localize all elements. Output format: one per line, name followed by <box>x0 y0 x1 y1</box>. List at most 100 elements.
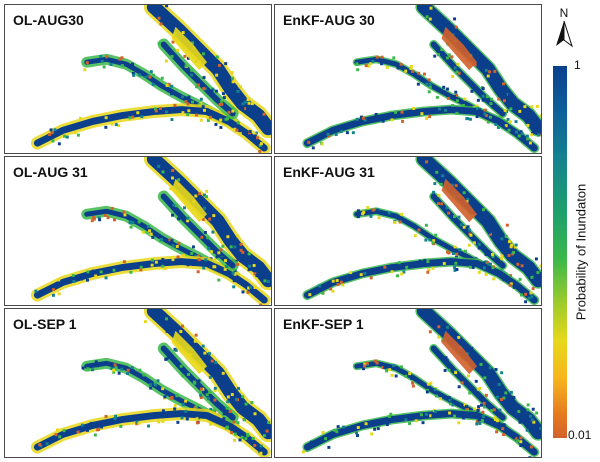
probability-pixel <box>233 245 237 249</box>
probability-pixel <box>461 103 465 107</box>
probability-pixel <box>211 87 215 91</box>
probability-pixel <box>487 262 491 266</box>
probability-pixel <box>247 286 251 290</box>
probability-pixel <box>539 264 541 268</box>
probability-pixel <box>439 17 443 21</box>
probability-pixel <box>266 280 270 283</box>
probability-pixel <box>161 419 165 423</box>
probability-pixel <box>480 419 484 422</box>
probability-pixel <box>495 419 499 423</box>
probability-pixel <box>518 277 522 281</box>
probability-pixel <box>400 272 404 276</box>
probability-pixel <box>400 212 404 216</box>
probability-pixel <box>236 421 240 425</box>
probability-pixel <box>260 126 264 130</box>
panel-title: OL-AUG30 <box>13 12 84 28</box>
probability-pixel <box>345 131 349 135</box>
probability-pixel <box>516 107 520 111</box>
probability-pixel <box>248 264 252 268</box>
probability-pixel <box>118 57 122 61</box>
probability-pixel <box>329 287 333 291</box>
probability-pixel <box>72 279 76 283</box>
probability-pixel <box>142 373 146 377</box>
probability-pixel <box>233 90 237 94</box>
probability-pixel <box>412 223 416 227</box>
probability-pixel <box>505 223 509 227</box>
probability-pixel <box>335 279 339 283</box>
probability-pixel <box>502 278 506 282</box>
probability-pixel <box>451 103 455 107</box>
probability-pixel <box>226 400 230 404</box>
probability-pixel <box>248 130 252 134</box>
probability-pixel <box>477 270 481 274</box>
probability-pixel <box>231 76 235 80</box>
probability-pixel <box>493 69 497 73</box>
probability-pixel <box>238 132 242 136</box>
probability-pixel <box>478 108 482 112</box>
probability-pixel <box>128 221 132 225</box>
probability-pixel <box>197 258 201 262</box>
probability-pixel <box>454 371 458 375</box>
probability-pixel <box>213 258 217 262</box>
probability-pixel <box>170 118 174 122</box>
probability-pixel <box>181 324 184 328</box>
probability-pixel <box>218 103 222 107</box>
map-panel-enkf-aug30: EnKF-AUG 30 <box>274 4 542 154</box>
probability-pixel <box>425 15 429 19</box>
probability-pixel <box>427 268 431 272</box>
probability-pixel <box>333 428 337 432</box>
probability-pixel <box>381 119 385 123</box>
floodplain-patch <box>441 178 478 223</box>
probability-pixel <box>161 387 165 391</box>
probability-pixel <box>373 427 377 431</box>
probability-pixel <box>108 58 112 62</box>
probability-pixel <box>514 436 518 440</box>
probability-pixel <box>430 107 434 111</box>
probability-pixel <box>213 386 217 390</box>
probability-pixel <box>518 420 522 424</box>
probability-pixel <box>131 115 135 119</box>
map-panel-ol-sep1: OL-SEP 1 <box>4 308 272 458</box>
probability-pixel <box>236 262 240 266</box>
probability-pixel <box>394 374 398 378</box>
probability-pixel <box>396 66 400 70</box>
probability-pixel <box>356 209 360 213</box>
probability-pixel <box>356 426 360 429</box>
probability-pixel <box>466 117 470 121</box>
probability-pixel <box>165 323 169 327</box>
probability-pixel <box>190 252 194 255</box>
probability-pixel <box>184 399 188 403</box>
probability-pixel <box>385 369 389 373</box>
probability-pixel <box>231 80 235 84</box>
probability-pixel <box>159 106 162 110</box>
probability-pixel <box>448 402 452 406</box>
probability-pixel <box>196 270 200 274</box>
probability-pixel <box>383 366 387 370</box>
probability-pixel <box>253 286 257 290</box>
probability-pixel <box>34 289 38 293</box>
probability-pixel <box>114 414 118 418</box>
probability-pixel <box>508 120 512 124</box>
probability-pixel <box>453 268 457 272</box>
probability-pixel <box>173 205 176 209</box>
probability-pixel <box>244 402 248 406</box>
probability-pixel <box>233 127 237 131</box>
probability-pixel <box>160 76 164 80</box>
probability-pixel <box>49 128 53 132</box>
probability-pixel <box>135 422 139 426</box>
probability-pixel <box>129 270 133 274</box>
probability-pixel <box>474 256 478 260</box>
probability-pixel <box>494 368 498 371</box>
probability-pixel <box>526 137 530 141</box>
probability-pixel <box>173 103 177 107</box>
probability-pixel <box>454 334 458 338</box>
probability-pixel <box>201 105 205 109</box>
probability-pixel <box>369 214 373 218</box>
probability-pixel <box>103 213 107 217</box>
probability-pixel <box>62 429 66 433</box>
probability-pixel <box>102 65 106 69</box>
probability-pixel <box>485 95 489 99</box>
probability-pixel <box>428 238 432 242</box>
probability-pixel <box>219 118 223 122</box>
probability-pixel <box>500 254 504 258</box>
